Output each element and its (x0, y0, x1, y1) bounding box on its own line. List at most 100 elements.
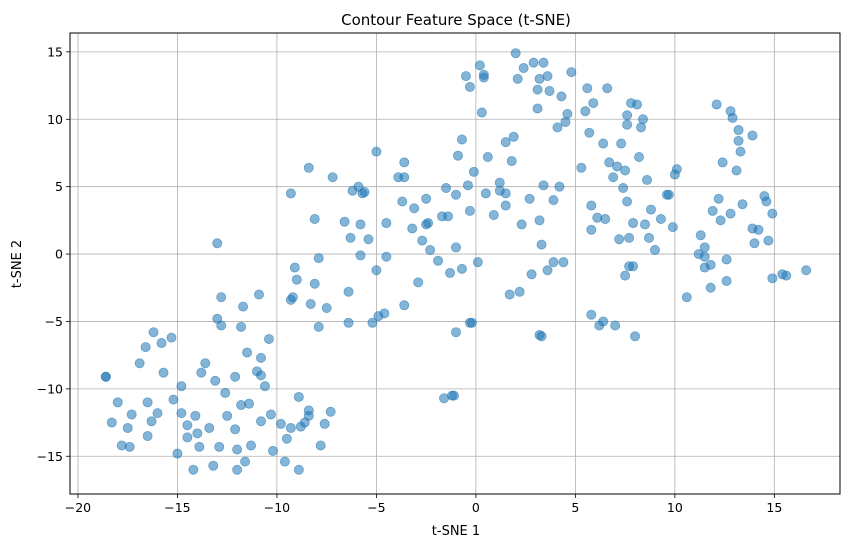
x-tick-label: 5 (571, 500, 579, 515)
y-axis-label: t-SNE 2 (10, 240, 25, 288)
scatter-point (309, 214, 320, 225)
scatter-point (112, 397, 123, 408)
scatter-point (548, 195, 559, 206)
scatter-point (622, 110, 633, 121)
scatter-point (620, 165, 631, 176)
scatter-point (632, 99, 643, 110)
scatter-point (717, 157, 728, 168)
chart-title: Contour Feature Space (t-SNE) (341, 11, 571, 29)
scatter-point (616, 138, 627, 149)
scatter-point (494, 177, 505, 188)
scatter-point (281, 433, 292, 444)
scatter-point (512, 73, 523, 84)
scatter-point (355, 250, 366, 261)
scatter-point (371, 265, 382, 276)
scatter-point (246, 440, 257, 451)
scatter-point (460, 71, 471, 82)
scatter-point (554, 181, 565, 192)
scatter-point (339, 216, 350, 227)
scatter-point (421, 193, 432, 204)
scatter-point (488, 209, 499, 220)
scatter-point (256, 352, 267, 363)
scatter-point (500, 137, 511, 148)
x-tick-label: −5 (367, 500, 385, 515)
scatter-point (256, 416, 267, 427)
scatter-point (363, 234, 374, 245)
scatter-point (552, 122, 563, 133)
y-axis-ticks: −15 −10 −5 0 5 10 15 (37, 44, 70, 464)
scatter-point (315, 440, 326, 451)
scatter-point (548, 257, 559, 268)
scatter-point (142, 397, 153, 408)
scatter-point (504, 289, 515, 300)
scatter-point (735, 146, 746, 157)
scatter-point (192, 428, 203, 439)
y-tick-label: 10 (47, 112, 63, 127)
scatter-point (279, 456, 290, 467)
scatter-point (244, 398, 255, 409)
scatter-point (468, 166, 479, 177)
scatter-point (721, 254, 732, 265)
scatter-point (216, 320, 227, 331)
scatter-point (449, 390, 460, 401)
scatter-point (158, 367, 169, 378)
scatter-point (359, 187, 370, 198)
scatter-point (289, 262, 300, 273)
y-tick-label: −5 (45, 314, 63, 329)
scatter-point (566, 67, 577, 78)
scatter-point (285, 294, 296, 305)
scatter-point (699, 242, 710, 253)
scatter-point (767, 273, 778, 284)
scatter-point (628, 261, 639, 272)
scatter-point (604, 157, 615, 168)
scatter-point (737, 199, 748, 210)
scatter-point (293, 464, 304, 475)
scatter-point (464, 317, 475, 328)
scatter-point (267, 445, 278, 456)
scatter-point (265, 409, 276, 420)
scatter-point (381, 251, 392, 262)
scatter-point (238, 301, 249, 312)
grid-lines (70, 33, 840, 494)
scatter-point (134, 358, 145, 369)
scatter-point (699, 251, 710, 262)
scatter-point (508, 131, 519, 142)
scatter-point (146, 416, 157, 427)
scatter-point (106, 417, 117, 428)
scatter-point (259, 381, 270, 392)
scatter-point (407, 223, 418, 234)
scatter-point (480, 188, 491, 199)
scatter-point (474, 60, 485, 71)
scatter-point (343, 317, 354, 328)
scatter-point (598, 316, 609, 327)
scatter-point (532, 103, 543, 114)
scatter-point (482, 152, 493, 163)
scatter-point (534, 215, 545, 226)
scatter-point (371, 146, 382, 157)
scatter-point (216, 292, 227, 303)
scatter-point (156, 338, 167, 349)
scatter-point (761, 196, 772, 207)
data-points (100, 48, 812, 475)
x-tick-label: −15 (164, 500, 190, 515)
scatter-point (399, 157, 410, 168)
scatter-point (642, 174, 653, 185)
scatter-point (524, 193, 535, 204)
scatter-point (681, 292, 692, 303)
scatter-point (200, 358, 211, 369)
scatter-point (313, 321, 324, 332)
scatter-point (618, 183, 629, 194)
scatter-point (586, 224, 597, 235)
scatter-point (291, 274, 302, 285)
x-tick-label: 15 (766, 500, 782, 515)
scatter-point (305, 298, 316, 309)
scatter-point (636, 122, 647, 133)
scatter-point (166, 332, 177, 343)
scatter-point (182, 420, 193, 431)
scatter-point (423, 218, 434, 229)
scatter-point (254, 289, 265, 300)
scatter-point (542, 71, 553, 82)
scatter-point (721, 276, 732, 287)
scatter-point (399, 172, 410, 183)
y-tick-label: −10 (37, 381, 63, 396)
